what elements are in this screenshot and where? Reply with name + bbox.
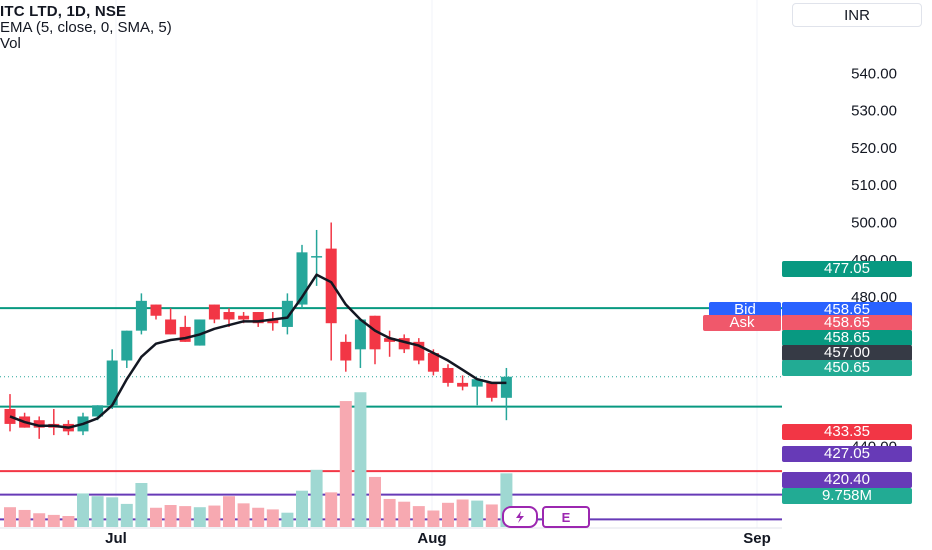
time-axis[interactable]: Jul Aug Sep: [105, 530, 771, 547]
candle-body: [413, 341, 425, 361]
x-tick-label: Aug: [417, 530, 446, 547]
volume-bar: [47, 514, 60, 527]
ema-legend[interactable]: EMA (5, close, 0, SMA, 5): [0, 19, 172, 36]
volume-bar: [339, 401, 352, 527]
volume-bar: [77, 493, 89, 527]
candle-body: [340, 341, 352, 361]
volume-bar: [18, 509, 31, 527]
volume-bar: [62, 516, 75, 527]
symbol-title[interactable]: ITC LTD, 1D, NSE: [0, 3, 127, 20]
candle-body: [427, 353, 439, 372]
chart-legend: ITC LTD, 1D, NSE EMA (5, close, 0, SMA, …: [0, 4, 172, 52]
candle-body: [500, 376, 512, 398]
volume-bar: [354, 392, 367, 527]
candle-body: [179, 326, 191, 342]
y-tick-label: 530.00: [851, 103, 897, 120]
currency-button[interactable]: INR: [792, 3, 922, 27]
grid-lines: [0, 0, 782, 529]
volume-bar: [252, 507, 265, 527]
volume-bar: [179, 506, 192, 527]
lightning-button[interactable]: [502, 506, 538, 528]
volume-bar: [310, 469, 323, 527]
volume-bar: [208, 505, 221, 527]
volume-bar: [237, 503, 250, 527]
volume-tag: 9.758M: [782, 488, 912, 504]
y-tick-label: 480.00: [851, 289, 897, 306]
volume-bar: [456, 499, 469, 527]
volume-bar: [383, 498, 396, 527]
price-tag-477: 477.05: [782, 261, 912, 277]
x-tick-label: Sep: [743, 530, 771, 547]
candle-body: [384, 338, 396, 342]
volume-bar: [4, 507, 16, 527]
y-tick-label: 540.00: [851, 65, 897, 82]
candle-body: [208, 304, 220, 320]
candle-body: [325, 248, 337, 324]
volume-bar: [485, 504, 498, 527]
y-tick-label: 520.00: [851, 140, 897, 157]
volume-bar: [427, 510, 440, 527]
ema-path: [9, 273, 507, 429]
volume-bar: [106, 497, 119, 527]
volume-bar: [398, 501, 411, 527]
vol-legend[interactable]: Vol: [0, 35, 21, 52]
candle-body: [398, 338, 410, 350]
candle-body: [281, 300, 293, 327]
volume-bar: [164, 505, 177, 527]
y-tick-label: 510.00: [851, 177, 897, 194]
candle-body: [296, 252, 308, 305]
candle-body: [457, 382, 469, 387]
volume-bar: [223, 496, 235, 527]
lightning-icon: [516, 511, 524, 523]
volume-bar: [471, 500, 484, 527]
candle-body: [33, 420, 45, 428]
price-tag-ema: 457.00: [782, 345, 912, 361]
ema-line: [9, 273, 507, 429]
price-tag-450: 450.65: [782, 360, 912, 376]
candle-body: [471, 379, 483, 387]
candle-body: [165, 319, 177, 335]
volume-bar: [412, 506, 425, 527]
volume-bars: [4, 392, 513, 527]
price-tag-427: 427.05: [782, 446, 912, 462]
candle-body: [135, 300, 147, 331]
candle-body: [92, 405, 104, 417]
ask-price-tag: 458.65: [782, 315, 912, 331]
candle-body: [486, 382, 498, 398]
volume-bar: [33, 513, 46, 527]
candle-body: [311, 256, 323, 258]
candle-body: [106, 360, 118, 406]
candle-body: [121, 330, 133, 361]
volume-bar: [442, 502, 454, 527]
volume-bar: [135, 483, 148, 527]
candle-body: [150, 304, 162, 316]
volume-bar: [281, 512, 294, 527]
y-tick-label: 500.00: [851, 215, 897, 232]
volume-bar: [120, 503, 133, 527]
price-tag-420: 420.40: [782, 472, 912, 488]
x-tick-label: Jul: [105, 530, 127, 547]
volume-bar: [325, 492, 338, 527]
price-tag-433: 433.35: [782, 424, 912, 440]
volume-bar: [296, 490, 308, 527]
candle-body: [354, 319, 366, 350]
candle-body: [194, 319, 206, 346]
price-tag-last: 458.65: [782, 330, 912, 346]
bid-price-tag: 458.65: [782, 302, 912, 318]
e-button[interactable]: E: [542, 506, 590, 528]
volume-bar: [193, 507, 206, 527]
candle-body: [223, 312, 235, 320]
candle-body: [238, 315, 250, 320]
ask-label: Ask: [703, 315, 781, 331]
candle-body: [369, 315, 381, 350]
volume-bar: [150, 507, 162, 527]
candle-body: [252, 312, 264, 324]
candle-body: [267, 319, 279, 324]
e-button-label: E: [561, 509, 571, 525]
candle-body: [442, 367, 454, 383]
volume-bar: [369, 476, 381, 527]
volume-bar: [91, 496, 104, 527]
bid-label: Bid: [709, 302, 781, 318]
volume-bar: [266, 509, 279, 527]
